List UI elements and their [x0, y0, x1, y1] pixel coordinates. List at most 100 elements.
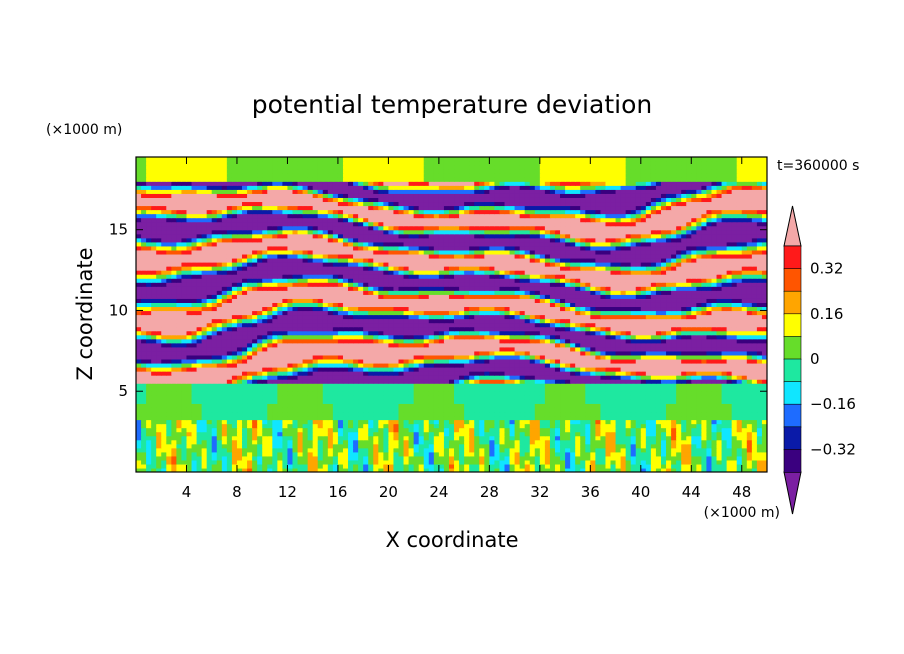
field-cell — [635, 362, 642, 368]
field-cell — [696, 346, 702, 352]
field-cell — [686, 322, 692, 328]
field-cell — [438, 411, 445, 417]
field-cell — [580, 447, 586, 453]
field-cell — [499, 423, 506, 429]
field-cell — [368, 419, 374, 425]
field-cell — [635, 375, 642, 380]
field-cell — [479, 419, 485, 425]
field-cell — [393, 326, 400, 332]
field-cell — [393, 318, 400, 324]
field-cell — [363, 447, 369, 453]
field-cell — [418, 314, 425, 320]
field-cell — [287, 314, 294, 320]
field-cell — [595, 411, 602, 417]
field-cell — [630, 391, 637, 396]
field-cell — [741, 338, 748, 344]
field-cell — [554, 439, 561, 445]
field-cell — [731, 338, 738, 344]
field-cell — [731, 455, 738, 461]
field-cell — [711, 395, 718, 400]
field-cell — [560, 423, 566, 429]
field-cell — [201, 443, 208, 449]
field-cell — [610, 455, 617, 461]
field-cell — [635, 391, 642, 396]
field-cell — [570, 395, 576, 400]
field-cell — [570, 338, 576, 344]
field-cell — [332, 403, 339, 408]
field-cell — [201, 391, 208, 396]
field-cell — [524, 435, 531, 441]
field-cell — [570, 318, 576, 324]
field-cell — [706, 379, 713, 384]
field-cell — [297, 362, 304, 368]
field-cell — [746, 383, 753, 388]
field-cell — [610, 431, 617, 437]
field-cell — [272, 395, 278, 400]
field-cell — [398, 427, 405, 433]
field-cell — [706, 419, 713, 425]
field-cell — [216, 439, 223, 445]
field-cell — [242, 358, 248, 364]
field-cell — [459, 467, 465, 472]
field-cell — [464, 346, 470, 352]
field-cell — [620, 435, 627, 441]
field-cell — [565, 326, 571, 332]
field-cell — [706, 447, 713, 453]
field-cell — [494, 383, 501, 388]
field-cell — [151, 334, 157, 340]
field-cell — [161, 330, 167, 336]
field-cell — [201, 399, 208, 404]
field-cell — [337, 330, 344, 336]
field-cell — [327, 419, 334, 425]
field-cell — [585, 334, 591, 340]
field-cell — [358, 407, 364, 413]
field-cell — [312, 451, 319, 457]
field-cell — [544, 310, 551, 316]
field-cell — [756, 338, 763, 344]
field-cell — [267, 314, 273, 320]
field-cell — [363, 459, 369, 465]
field-cell — [544, 415, 551, 421]
field-cell — [277, 371, 283, 376]
field-cell — [549, 354, 556, 360]
field-cell — [519, 391, 526, 396]
field-cell — [635, 330, 642, 336]
field-cell — [277, 403, 283, 408]
field-cell — [186, 362, 193, 368]
field-cell — [731, 435, 738, 441]
field-cell — [610, 338, 617, 344]
field-cell — [403, 459, 410, 465]
field-cell — [504, 383, 511, 388]
field-cell — [413, 427, 420, 433]
field-cell — [706, 411, 713, 417]
field-cell — [655, 451, 662, 457]
field-cell — [660, 322, 667, 328]
field-cell — [514, 467, 521, 472]
field-cell — [666, 439, 672, 445]
field-cell — [610, 423, 617, 429]
field-cell — [262, 467, 268, 472]
field-cell — [146, 318, 152, 324]
field-cell — [751, 455, 758, 461]
field-cell — [433, 314, 440, 320]
field-cell — [620, 358, 627, 364]
field-cell — [186, 371, 193, 376]
field-cell — [368, 427, 374, 433]
field-cell — [570, 419, 576, 425]
field-cell — [257, 463, 263, 469]
field-cell — [317, 419, 324, 425]
field-cell — [565, 334, 571, 340]
field-cell — [620, 419, 627, 425]
field-cell — [620, 443, 627, 449]
field-cell — [479, 451, 485, 457]
field-cell — [176, 403, 183, 408]
field-cell — [186, 387, 193, 392]
chart-title: potential temperature deviation — [252, 90, 652, 119]
field-cell — [226, 350, 233, 356]
field-cell — [443, 367, 450, 372]
field-cell — [141, 346, 147, 352]
field-cell — [524, 443, 531, 449]
field-cell — [630, 334, 637, 340]
field-cell — [136, 383, 142, 388]
field-cell — [327, 463, 334, 469]
